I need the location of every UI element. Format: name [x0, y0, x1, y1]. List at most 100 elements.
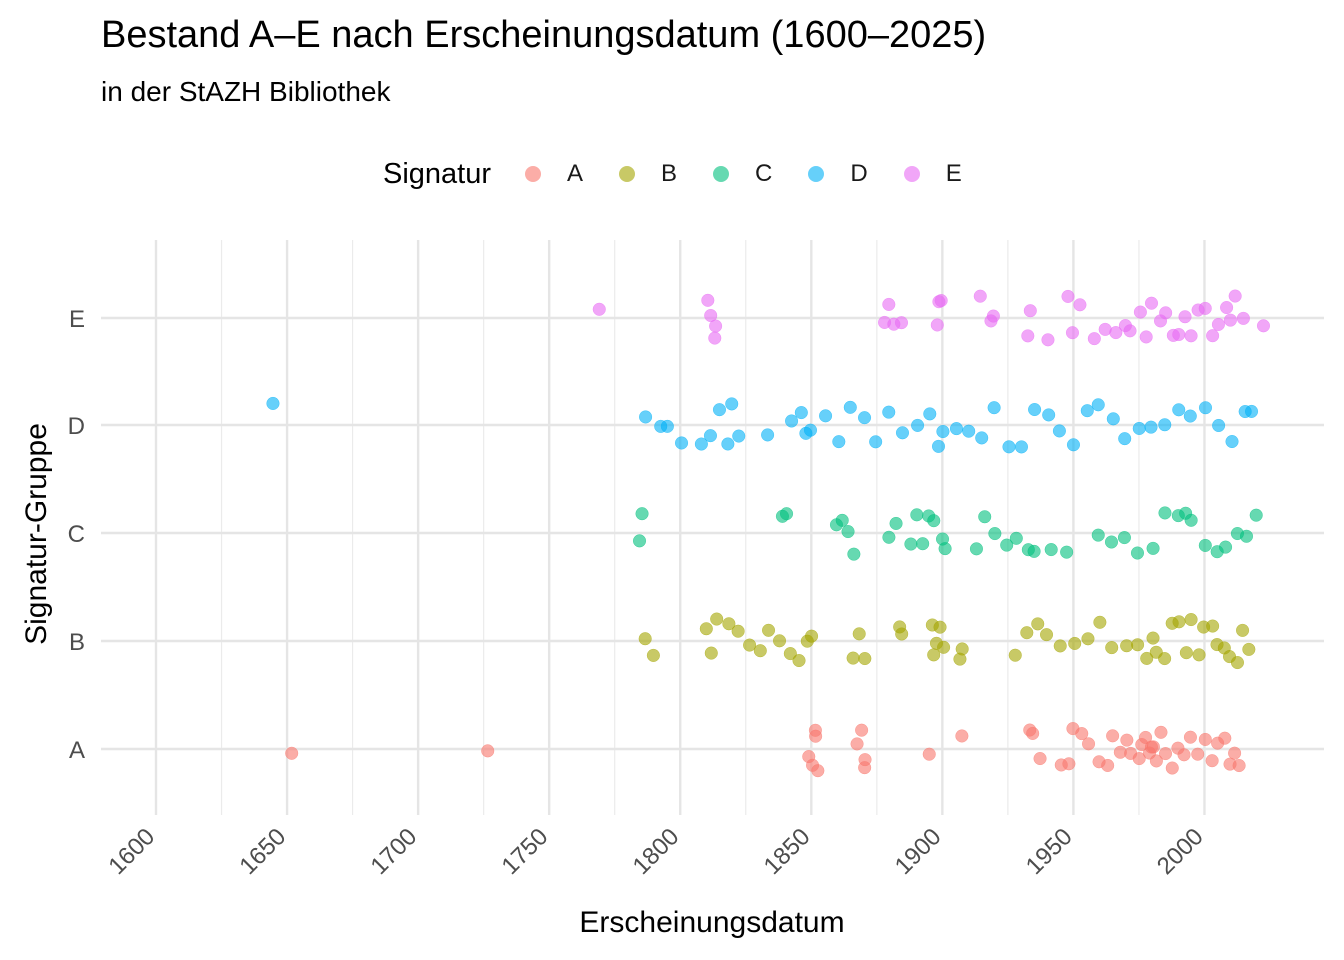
data-point: [1239, 529, 1254, 543]
y-tick-label: D: [68, 413, 85, 440]
data-point: [1123, 324, 1137, 338]
data-point: [949, 422, 964, 436]
data-point: [1014, 440, 1029, 454]
data-point: [1080, 404, 1094, 418]
data-point: [632, 534, 647, 548]
legend-item-d: D: [808, 160, 868, 188]
legend: Signatur A B C D E: [383, 152, 998, 196]
data-point: [1028, 402, 1042, 417]
data-point: [701, 293, 715, 307]
data-point: [1120, 733, 1134, 747]
data-point: [712, 403, 727, 417]
data-point: [1008, 648, 1022, 662]
data-point: [638, 632, 652, 646]
legend-title: Signatur: [383, 157, 492, 190]
data-point: [266, 396, 280, 410]
data-point: [938, 542, 952, 556]
data-point: [1140, 651, 1154, 665]
data-point: [1066, 438, 1081, 452]
data-point: [846, 651, 860, 665]
data-point: [841, 525, 855, 539]
data-point: [936, 424, 950, 439]
data-point: [1052, 424, 1066, 438]
data-point: [732, 429, 746, 443]
x-axis-title: Erscheinungsdatum: [579, 906, 844, 939]
data-point: [1106, 412, 1120, 426]
x-tick-label: 1900: [890, 823, 947, 880]
data-point: [1091, 398, 1105, 412]
data-point: [904, 537, 918, 551]
data-point: [882, 297, 896, 311]
data-point: [1158, 418, 1172, 432]
y-tick-label: C: [68, 521, 85, 548]
data-point: [743, 638, 757, 652]
data-point: [1191, 747, 1205, 761]
data-point: [1105, 641, 1119, 655]
y-axis-title: Signatur-Gruppe: [20, 423, 53, 645]
data-point: [1087, 332, 1101, 346]
data-point: [1146, 740, 1160, 754]
data-point: [1023, 304, 1037, 318]
data-point: [1093, 615, 1107, 629]
data-point: [1184, 329, 1198, 343]
data-point: [1144, 296, 1159, 310]
data-point: [973, 289, 987, 303]
data-point: [481, 744, 495, 758]
x-tick-label: 2000: [1152, 823, 1209, 880]
data-point: [962, 424, 976, 438]
data-point: [792, 653, 806, 668]
chart-subtitle: in der StAZH Bibliothek: [101, 76, 391, 107]
data-point: [1198, 732, 1212, 747]
data-point: [785, 414, 799, 428]
data-point: [1225, 434, 1239, 449]
data-point: [857, 411, 872, 425]
data-point: [1159, 306, 1173, 320]
series-b: [638, 612, 1256, 670]
data-point: [1242, 642, 1256, 656]
data-point: [869, 435, 883, 449]
data-point: [1179, 646, 1193, 660]
legend-label-e: E: [945, 160, 962, 187]
data-point: [1109, 326, 1123, 340]
legend-label-b: B: [661, 160, 678, 187]
data-point: [852, 627, 866, 641]
data-point: [1041, 333, 1055, 347]
data-point: [847, 547, 861, 561]
data-point: [725, 397, 739, 411]
data-point: [1165, 761, 1179, 775]
data-point: [592, 302, 606, 316]
data-point: [803, 423, 818, 437]
data-point: [694, 437, 708, 451]
data-point: [1183, 730, 1197, 744]
x-tick-label: 1950: [1021, 823, 1078, 880]
data-point: [779, 507, 794, 521]
legend-key-c: [713, 166, 730, 182]
data-point: [1101, 758, 1115, 773]
data-point: [699, 622, 713, 636]
data-point: [850, 737, 864, 751]
data-point: [709, 319, 723, 333]
data-point: [978, 510, 992, 524]
data-point: [923, 407, 937, 421]
legend-key-e: [903, 166, 920, 182]
data-point: [1091, 528, 1105, 542]
legend-label-a: A: [567, 160, 584, 187]
data-point: [922, 747, 936, 761]
data-point: [783, 647, 797, 661]
x-tick-label: 1650: [234, 823, 291, 880]
data-point: [955, 642, 969, 656]
data-point: [1132, 421, 1146, 436]
data-point: [894, 316, 909, 330]
data-point: [761, 428, 775, 442]
data-point: [646, 648, 660, 662]
data-point: [931, 439, 946, 453]
data-point: [1177, 748, 1191, 762]
data-point: [794, 406, 808, 420]
data-point: [855, 723, 869, 737]
data-point: [1081, 632, 1095, 646]
data-point: [804, 629, 819, 643]
data-point: [1075, 727, 1089, 741]
data-point: [1044, 543, 1058, 557]
data-point: [910, 508, 924, 522]
